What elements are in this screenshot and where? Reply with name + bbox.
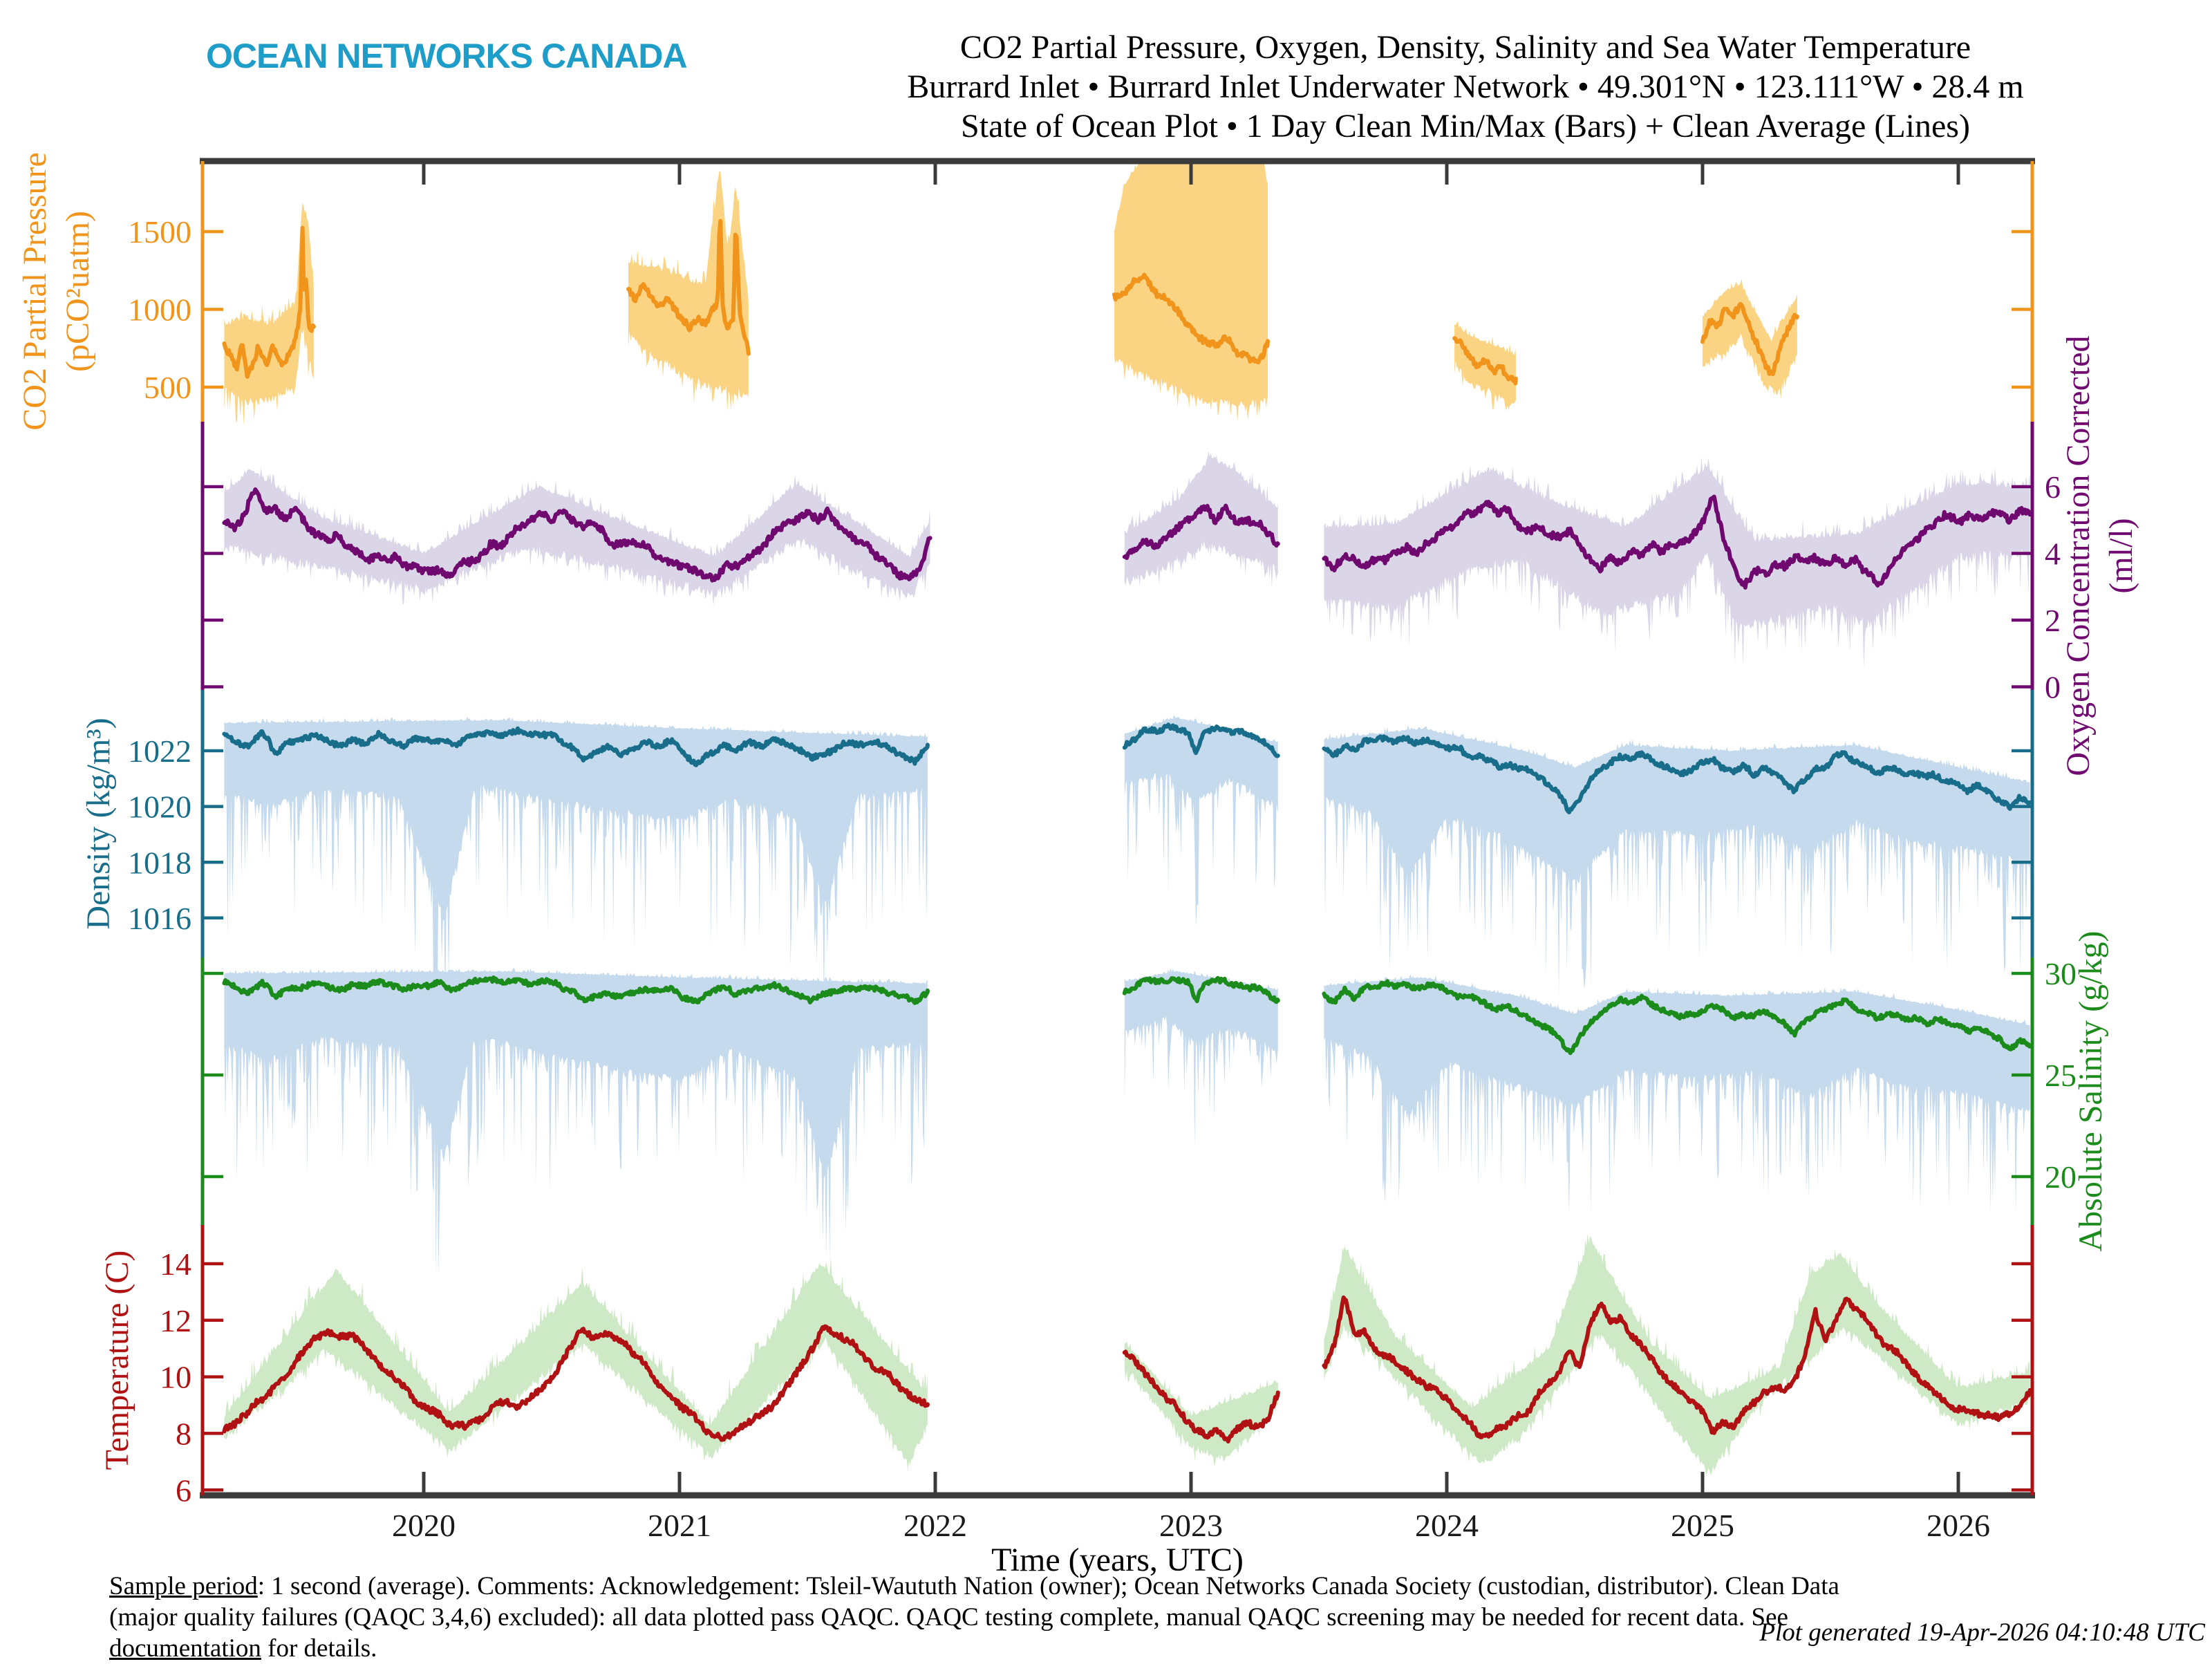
salinity-axis-title: Absolute Salinity (g/kg) — [2072, 931, 2109, 1252]
salinity-average-line — [1322, 979, 2032, 1056]
density-tick-label: 1022 — [128, 733, 191, 769]
temperature-envelope — [224, 1257, 928, 1470]
oxygen-axis-title: Oxygen Concentration Corrected — [2060, 335, 2097, 776]
density-axis-title: Density (kg/m³) — [80, 718, 117, 929]
oxygen-tick-label: 6 — [2045, 469, 2061, 505]
co2-average-line — [1452, 336, 1518, 386]
co2-tick-label: 1500 — [128, 214, 191, 250]
salinity-envelope — [1124, 969, 1278, 1150]
x-tick-label: 2020 — [392, 1508, 456, 1543]
co2-axis-title: CO2 Partial Pressure — [17, 152, 53, 431]
co2-tick-label: 500 — [144, 370, 191, 405]
oxygen-envelope — [224, 467, 930, 606]
x-tick-label: 2025 — [1671, 1508, 1734, 1543]
density-average-line — [1122, 722, 1280, 758]
footer-documentation-link: documentation — [109, 1634, 261, 1663]
salinity-tick-label: 20 — [2045, 1159, 2077, 1195]
co2-average-line — [626, 218, 751, 356]
temperature-average-line — [1122, 1349, 1280, 1443]
salinity-envelope — [224, 968, 928, 1275]
oxygen-tick-label: 0 — [2045, 670, 2061, 705]
x-tick-label: 2021 — [648, 1508, 711, 1543]
density-average-line — [222, 726, 930, 767]
x-tick-label: 2026 — [1927, 1508, 1990, 1543]
temperature-tick-label: 6 — [176, 1473, 191, 1508]
footer-line1: Sample period: 1 second (average). Comme… — [109, 1572, 1839, 1600]
x-tick-label: 2024 — [1415, 1508, 1479, 1543]
footer-comments: Sample period: 1 second (average). Comme… — [109, 1571, 1851, 1664]
co2-average-line — [1700, 301, 1799, 377]
salinity-envelope — [1324, 973, 2030, 1216]
oxygen-tick-label: 4 — [2045, 536, 2061, 572]
density-tick-label: 1020 — [128, 789, 191, 825]
salinity-tick-label: 30 — [2045, 956, 2077, 991]
plot-title: CO2 Partial Pressure, Oxygen, Density, S… — [719, 28, 2212, 146]
temperature-tick-label: 8 — [176, 1417, 191, 1452]
footer-line3: documentation for details. — [109, 1634, 377, 1663]
plot-generated-timestamp: Plot generated 19-Apr-2026 04:10:48 UTC — [1759, 1618, 2205, 1647]
temperature-axis-title: Temperature (C) — [99, 1251, 135, 1470]
temperature-tick-label: 14 — [160, 1246, 191, 1282]
oxygen-envelope — [1124, 451, 1278, 588]
x-tick-label: 2022 — [903, 1508, 967, 1543]
oxygen-average-line — [222, 487, 932, 583]
footer-line2: (major quality failures (QAQC 3,4,6) exc… — [109, 1603, 1788, 1632]
co2-average-line — [222, 225, 316, 379]
co2-envelope — [1454, 321, 1516, 411]
co2-axis-title: (pCO²uatm) — [59, 211, 96, 372]
temperature-average-line — [222, 1324, 930, 1442]
oxygen-tick-label: 2 — [2045, 603, 2061, 638]
density-envelope — [224, 716, 928, 1047]
footer-sample-period-label: Sample period — [109, 1572, 258, 1600]
average-lines — [222, 218, 2032, 1443]
density-average-line — [1322, 734, 2032, 814]
temperature-envelope — [1124, 1340, 1278, 1467]
plot-title-line2: Burrard Inlet • Burrard Inlet Underwater… — [907, 68, 2024, 105]
density-envelope — [1124, 715, 1278, 927]
temperature-envelope — [1324, 1233, 2030, 1476]
co2-tick-label: 1000 — [128, 292, 191, 328]
oxygen-axis-title: (ml/l) — [2103, 518, 2139, 593]
temperature-average-line — [1322, 1295, 2032, 1439]
plot-area — [222, 161, 2032, 1476]
plot-title-line3: State of Ocean Plot • 1 Day Clean Min/Ma… — [961, 108, 1970, 144]
onc-logo: OCEAN NETWORKS CANADA — [206, 37, 688, 75]
temperature-tick-label: 12 — [160, 1303, 191, 1338]
temperature-tick-label: 10 — [160, 1360, 191, 1395]
oxygen-average-line — [1122, 503, 1280, 560]
plot-title-line1: CO2 Partial Pressure, Oxygen, Density, S… — [959, 29, 1971, 66]
salinity-tick-label: 25 — [2045, 1058, 2077, 1093]
density-tick-label: 1018 — [128, 845, 191, 880]
density-tick-label: 1016 — [128, 901, 191, 936]
salinity-average-line — [1122, 975, 1280, 1004]
x-tick-label: 2023 — [1159, 1508, 1223, 1543]
salinity-average-line — [222, 975, 930, 1005]
co2-average-line — [1112, 272, 1270, 365]
x-axis-label: Time (years, UTC) — [991, 1542, 1244, 1578]
oxygen-average-line — [1322, 494, 2032, 590]
co2-envelope — [1114, 161, 1268, 421]
density-envelope — [1324, 725, 2030, 997]
